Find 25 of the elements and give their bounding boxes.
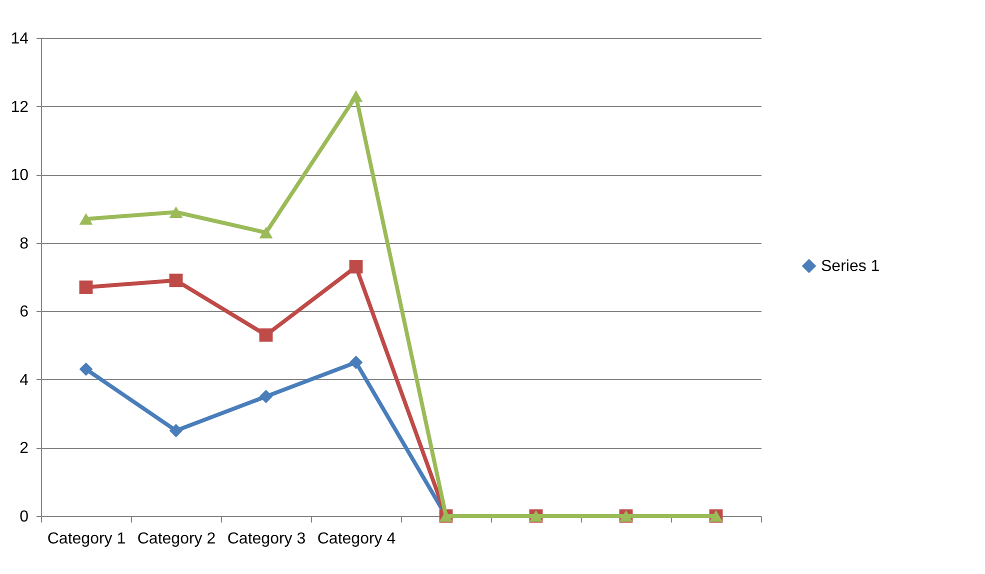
y-tick-label: 4 — [20, 372, 29, 389]
y-tick-label: 8 — [20, 235, 29, 252]
point — [349, 260, 363, 274]
point — [259, 328, 273, 342]
y-tick-label: 0 — [20, 508, 29, 526]
y-tick-label: 10 — [10, 167, 29, 184]
x-tick-label: Category 4 — [317, 530, 396, 548]
point — [169, 274, 183, 288]
x-tick-label: Category 3 — [227, 530, 306, 548]
point — [79, 362, 93, 376]
point — [79, 213, 93, 225]
point — [79, 280, 93, 294]
legend-label: Series 1 — [821, 258, 880, 275]
point — [169, 424, 183, 438]
point — [349, 90, 363, 102]
y-tick-label: 6 — [20, 304, 29, 321]
point — [349, 356, 363, 370]
point — [259, 390, 273, 404]
y-tick-label: 14 — [10, 30, 29, 48]
x-tick-label: Category 1 — [47, 530, 126, 548]
point — [169, 206, 183, 218]
y-tick-label: 2 — [20, 440, 29, 458]
x-tick-label: Category 2 — [137, 530, 216, 548]
point — [259, 226, 273, 238]
y-tick-label: 12 — [10, 98, 29, 116]
